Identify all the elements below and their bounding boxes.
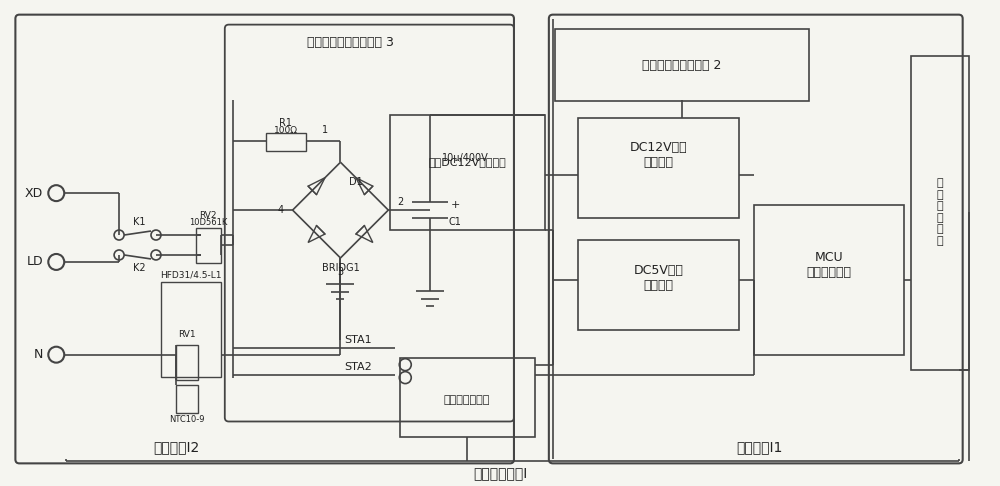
Text: LD: LD [27, 256, 43, 268]
Text: 4: 4 [278, 205, 284, 215]
Text: XD: XD [25, 187, 43, 200]
Text: 电源切换电路I: 电源切换电路I [473, 467, 527, 480]
Text: DC5V稳压
供电电路: DC5V稳压 供电电路 [634, 264, 683, 292]
Text: STA1: STA1 [345, 335, 372, 345]
Text: 继电器驱动芯片: 继电器驱动芯片 [444, 395, 490, 404]
Text: 100Ω: 100Ω [274, 126, 298, 135]
Text: 10μ/400V: 10μ/400V [442, 153, 488, 163]
Text: N: N [34, 348, 43, 361]
Text: 自动分合闸执行机构 2: 自动分合闸执行机构 2 [642, 59, 721, 72]
Text: 1: 1 [322, 125, 329, 135]
Text: 控
制
电
平
电
路: 控 制 电 平 电 路 [936, 178, 943, 246]
Text: D1: D1 [349, 177, 362, 187]
Text: STA2: STA2 [345, 362, 372, 372]
Text: HFD31/4.5-L1: HFD31/4.5-L1 [160, 270, 222, 279]
Text: DC12V电机
控制电路: DC12V电机 控制电路 [630, 141, 687, 169]
Text: NTC10-9: NTC10-9 [169, 415, 205, 424]
Text: 切换单元I2: 切换单元I2 [153, 440, 199, 454]
Text: 控制单元I1: 控制单元I1 [736, 440, 782, 454]
Text: +: + [450, 200, 460, 210]
Bar [161, 282, 221, 377]
Text: 输出DC12V开关电源: 输出DC12V开关电源 [428, 157, 506, 167]
Text: MCU
中央控制电路: MCU 中央控制电路 [807, 251, 852, 279]
Text: 10D561K: 10D561K [189, 218, 227, 226]
Bar [754, 205, 904, 355]
Text: BRIDG1: BRIDG1 [322, 263, 359, 273]
Text: RV1: RV1 [178, 330, 196, 339]
Text: R1: R1 [279, 119, 292, 128]
Text: C1: C1 [449, 217, 462, 227]
Bar [578, 240, 739, 330]
Bar [196, 228, 221, 263]
Bar [390, 115, 545, 230]
Text: K1: K1 [133, 217, 145, 227]
Text: RV2: RV2 [199, 210, 217, 220]
Text: 2: 2 [397, 197, 403, 207]
Bar [578, 119, 739, 218]
Bar [176, 384, 198, 413]
Bar [911, 55, 969, 370]
Text: 整流滤波变压稳压电路 3: 整流滤波变压稳压电路 3 [307, 36, 394, 49]
Bar [555, 29, 809, 102]
Bar [400, 358, 535, 437]
Bar [266, 133, 306, 151]
Text: 3: 3 [337, 267, 344, 277]
Bar [176, 345, 198, 380]
Text: K2: K2 [133, 263, 145, 273]
